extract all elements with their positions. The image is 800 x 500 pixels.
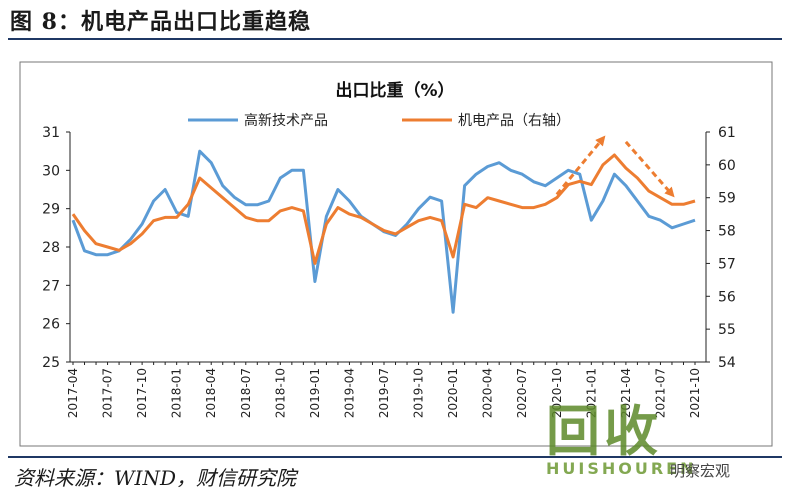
right-tick-label: 58 bbox=[718, 224, 736, 240]
figure-title: 图 8：机电产品出口比重趋稳 bbox=[10, 9, 311, 35]
x-tick-label: 2018-07 bbox=[239, 368, 253, 418]
legend: 高新技术产品 机电产品（右轴） bbox=[188, 112, 570, 129]
left-tick-label: 31 bbox=[42, 125, 60, 141]
right-tick-label: 57 bbox=[718, 256, 736, 272]
x-tick-label: 2018-01 bbox=[170, 368, 184, 418]
x-tick-label: 2021-10 bbox=[688, 368, 702, 418]
watermark-logo: 回收 bbox=[546, 400, 662, 463]
annotations bbox=[555, 135, 675, 198]
top-rule bbox=[8, 38, 782, 40]
left-tick-label: 28 bbox=[42, 240, 60, 256]
right-tick-label: 55 bbox=[718, 322, 736, 338]
x-tick-label: 2021-01 bbox=[584, 368, 598, 418]
x-tick-label: 2020-07 bbox=[515, 368, 529, 418]
x-axis-ticks: 2017-04 2017-07 2017-10 2018-01 2018-04 2018-… bbox=[66, 362, 702, 418]
left-tick-label: 25 bbox=[42, 355, 60, 371]
x-tick-label: 2017-07 bbox=[101, 368, 115, 418]
right-tick-label: 54 bbox=[718, 355, 736, 371]
wechat-label: 明察宏观 bbox=[670, 462, 731, 480]
series-lines bbox=[71, 149, 696, 314]
watermark: 回收 HUISHOUREN bbox=[546, 400, 722, 479]
x-tick-label: 2019-04 bbox=[342, 368, 356, 418]
right-tick-label: 56 bbox=[718, 289, 736, 305]
right-axis-ticks: 54 55 56 57 58 59 60 61 bbox=[706, 125, 736, 371]
legend-label-electromech: 机电产品（右轴） bbox=[458, 113, 570, 129]
chart-title: 出口比重（%） bbox=[335, 80, 454, 101]
chart-frame bbox=[19, 61, 773, 447]
axes bbox=[69, 132, 707, 363]
watermark-subtext: HUISHOUREN bbox=[546, 459, 697, 478]
right-tick-label: 59 bbox=[718, 191, 736, 207]
chart: 出口比重（%） 高新技术产品 机电产品（右轴） 25 26 27 28 29 30 31 5… bbox=[19, 61, 773, 447]
left-axis-ticks: 25 26 27 28 29 30 31 bbox=[42, 125, 70, 371]
trend-arrow-up bbox=[555, 135, 606, 196]
trend-arrow-down bbox=[624, 140, 675, 198]
source-note: 资料来源：WIND，财信研究院 bbox=[14, 466, 296, 490]
x-tick-label: 2020-01 bbox=[446, 368, 460, 418]
x-tick-label: 2021-04 bbox=[619, 368, 633, 418]
x-tick-label: 2018-04 bbox=[204, 368, 218, 418]
x-tick-label: 2019-10 bbox=[412, 368, 426, 418]
right-tick-label: 61 bbox=[718, 125, 736, 141]
x-tick-label: 2019-07 bbox=[377, 368, 391, 418]
left-tick-label: 26 bbox=[42, 317, 60, 333]
x-tick-label: 2017-04 bbox=[66, 368, 80, 418]
x-tick-label: 2020-10 bbox=[550, 368, 564, 418]
series-line-electromech bbox=[71, 153, 696, 265]
left-tick-label: 30 bbox=[42, 163, 60, 179]
x-tick-label: 2017-10 bbox=[135, 368, 149, 418]
left-tick-label: 27 bbox=[42, 278, 60, 294]
x-tick-label: 2018-10 bbox=[273, 368, 287, 418]
x-tick-label: 2019-01 bbox=[308, 368, 322, 418]
left-tick-label: 29 bbox=[42, 202, 60, 218]
x-tick-label: 2020-04 bbox=[481, 368, 495, 418]
right-tick-label: 60 bbox=[718, 158, 736, 174]
x-tick-label: 2021-07 bbox=[653, 368, 667, 418]
bottom-rule bbox=[8, 456, 782, 458]
legend-label-hightech: 高新技术产品 bbox=[244, 112, 328, 129]
